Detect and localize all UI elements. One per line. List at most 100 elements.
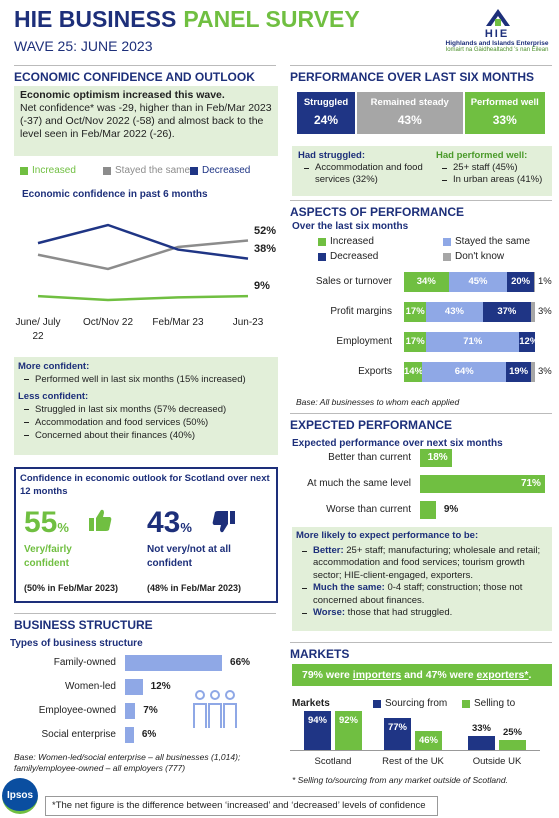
list-item: Struggled in last six months (57% decrea… (18, 403, 274, 416)
outlook-box: Confidence in economic outlook for Scotl… (14, 467, 278, 603)
bar-segment (531, 302, 535, 322)
profile-box (292, 146, 552, 196)
box-heading: More confident: (18, 361, 90, 372)
data-label: 9% (443, 504, 459, 515)
outlook-title: Confidence in economic outlook for Scotl… (20, 473, 270, 497)
item: Better: 25+ staff; manufacturing; wholes… (313, 545, 548, 583)
x-tick-label: Oct/Nov 22 (82, 317, 134, 328)
people-icon (193, 690, 237, 728)
legend-label: Selling to (474, 698, 516, 709)
item-text: 25+ staff (45%) (453, 162, 518, 173)
category-label: Worse than current (326, 504, 411, 515)
bar-segment (422, 362, 507, 382)
stat-unit: % (180, 520, 192, 535)
data-label: 12% (150, 681, 171, 692)
category-label: Social enterprise (41, 729, 116, 740)
data-label: 24% (313, 113, 339, 127)
dash (24, 435, 29, 436)
dash (302, 588, 307, 589)
legend-swatch (462, 700, 470, 708)
stat-previous: (50% in Feb/Mar 2023) (24, 583, 119, 593)
dash (24, 409, 29, 410)
base-note: Base: All businesses to whom each applie… (296, 397, 460, 407)
logo-icon (486, 9, 510, 26)
x-tick-label: Jun-23 (232, 317, 264, 328)
profile-column: Had performed well: 25+ staff (45%) In u… (436, 150, 550, 186)
category-label: Better than current (328, 452, 411, 463)
legend-swatch (443, 253, 451, 261)
section-heading: MARKETS (290, 642, 552, 661)
chart: Expected performance over next six month… (290, 434, 552, 524)
logo-gaelic: Iomairt na Gàidhealtachd 's nan Eilean (445, 47, 549, 53)
x-tick-label: Outside UK (472, 756, 522, 767)
summary-bold: Economic optimism increased this wave. (20, 89, 225, 101)
legend-swatch (190, 167, 198, 175)
data-label: 43% (444, 306, 464, 317)
list-item: 25+ staff (45%) (436, 162, 550, 174)
list-item: Much the same: 0-4 staff; construction; … (296, 582, 548, 607)
data-label: 6% (141, 729, 157, 740)
banner-text: exporters* (476, 669, 529, 681)
dash (302, 613, 307, 614)
item-text: 25+ staff; manufacturing; wholesale and … (313, 544, 541, 581)
category-label: At much the same level (307, 478, 411, 489)
legend-label: Sourcing from (385, 698, 448, 709)
expectation-box: More likely to expect performance to be:… (292, 527, 552, 631)
legend-label: Increased (32, 165, 76, 176)
legend-swatch (443, 238, 451, 246)
category-label: Profit margins (330, 306, 392, 317)
stat-unit: % (57, 520, 69, 535)
banner: 79% were importers and 47% were exporter… (292, 664, 552, 686)
profile-column: Had struggled: Accommodation and food se… (298, 150, 434, 186)
bar (304, 710, 331, 750)
banner-text: 79% were (302, 669, 353, 681)
x-tick-label: Feb/Mar 23 (152, 317, 204, 328)
bar-segment (357, 92, 463, 134)
chart-title: Markets (292, 698, 330, 709)
line (37, 294, 249, 302)
bar (125, 703, 136, 719)
line (37, 239, 249, 271)
stat-label: Not very/not at all confident (147, 544, 231, 569)
legend-label: Stayed the same (455, 236, 531, 247)
data-label: 64% (454, 366, 474, 377)
item-text: those that had struggled. (347, 607, 453, 618)
bar (335, 711, 362, 750)
logo-name: Highlands and Islands Enterprise (445, 40, 549, 47)
item-text: Struggled in last six months (57% decrea… (35, 404, 227, 415)
item-text: Performed well in last six months (15% i… (35, 374, 246, 385)
list-item: Performed well in last six months (15% i… (18, 373, 274, 386)
legend-swatch (373, 700, 381, 708)
legend-swatch (20, 167, 28, 175)
category-label: Family-owned (53, 657, 116, 668)
data-label: 18% (427, 452, 448, 463)
data-label: 66% (230, 657, 251, 668)
bar-segment (533, 272, 535, 292)
item-text: Accommodation and food services (32%) (315, 162, 423, 185)
item: Worse: those that had struggled. (313, 607, 452, 620)
data-label: 17% (405, 336, 425, 347)
brand-logo: Ipsos (2, 778, 38, 814)
bar-segment (426, 302, 483, 322)
bar (499, 739, 526, 750)
line (37, 223, 249, 260)
data-label: 71% (463, 336, 483, 347)
dash (442, 168, 447, 169)
category-label: Employee-owned (38, 705, 116, 716)
stat: 43% (147, 506, 192, 540)
list-item: Better: 25+ staff; manufacturing; wholes… (296, 545, 548, 583)
data-label: 3% (538, 306, 552, 317)
subtitle: WAVE 25: JUNE 2023 (14, 38, 153, 54)
stat-value: 55 (24, 506, 58, 539)
box-heading: Had struggled: (298, 150, 366, 161)
item-text: 0-4 staff; construction; those not conce… (313, 582, 523, 606)
footnote: *The net figure is the difference betwee… (45, 796, 438, 816)
dash (302, 550, 307, 552)
segment-label: Remained steady (370, 97, 449, 108)
banner-text: and 47% were (401, 669, 477, 681)
section-heading: EXPECTED PERFORMANCE (290, 413, 552, 432)
bar (125, 679, 143, 695)
thumbs-up-icon (89, 509, 112, 531)
box-heading: More likely to expect performance to be: (296, 530, 479, 541)
